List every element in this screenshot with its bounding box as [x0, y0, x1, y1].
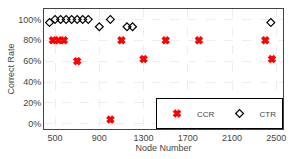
svg-text:500: 500	[48, 133, 63, 143]
svg-text:100%: 100%	[18, 15, 41, 25]
svg-text:0%: 0%	[28, 119, 41, 129]
svg-text:Correct Rate: Correct Rate	[6, 43, 16, 94]
svg-text:1300: 1300	[134, 133, 154, 143]
svg-text:1700: 1700	[178, 133, 198, 143]
svg-text:60%: 60%	[23, 56, 41, 66]
svg-text:CCR: CCR	[197, 110, 215, 119]
svg-text:CTR: CTR	[260, 110, 277, 119]
svg-text:2100: 2100	[222, 133, 242, 143]
svg-text:2500: 2500	[266, 133, 286, 143]
svg-text:20%: 20%	[23, 98, 41, 108]
svg-text:40%: 40%	[23, 77, 41, 87]
svg-text:900: 900	[92, 133, 107, 143]
svg-text:Node Number: Node Number	[135, 143, 191, 153]
svg-text:80%: 80%	[23, 35, 41, 45]
